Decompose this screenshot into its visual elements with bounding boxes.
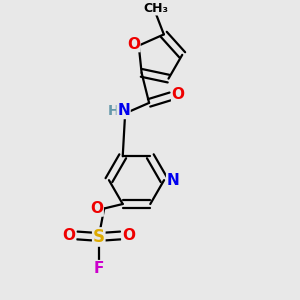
Text: N: N [167, 172, 179, 188]
Text: O: O [127, 37, 140, 52]
Text: O: O [122, 228, 135, 243]
Text: O: O [90, 201, 103, 216]
Text: H: H [108, 104, 120, 118]
Text: F: F [94, 261, 104, 276]
Text: O: O [172, 87, 185, 102]
Text: N: N [117, 103, 130, 118]
Text: O: O [63, 228, 76, 243]
Text: S: S [93, 228, 105, 246]
Text: CH₃: CH₃ [144, 2, 169, 15]
